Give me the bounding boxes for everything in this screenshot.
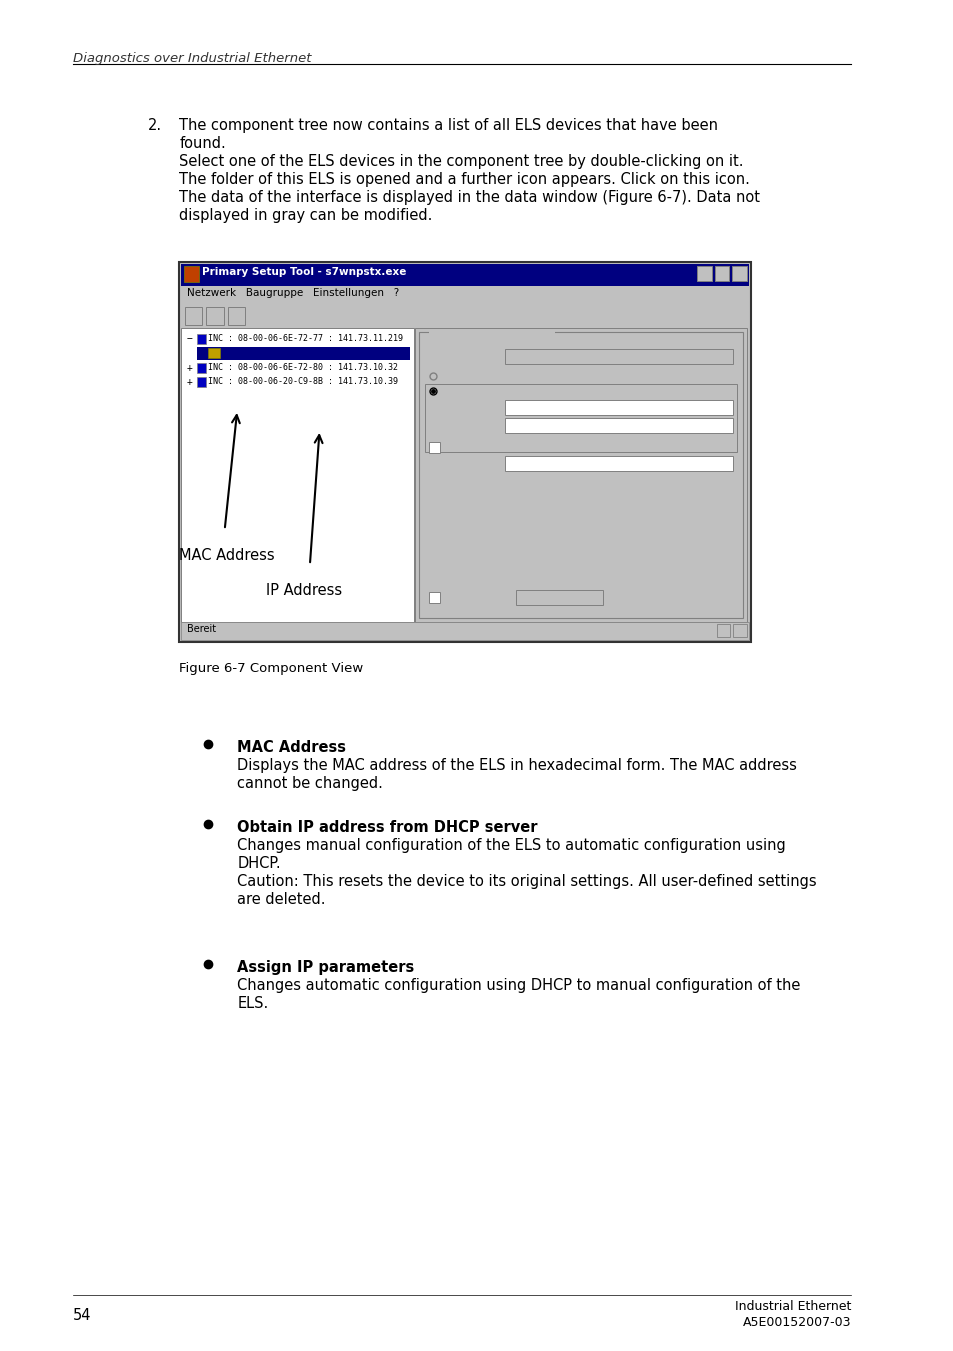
Text: Industrial Ethernet: Industrial Ethernet (734, 1300, 850, 1313)
Bar (504, 349, 732, 363)
Bar (196, 363, 206, 373)
Bar (181, 263, 748, 286)
Bar (516, 590, 602, 605)
Text: The data of the interface is displayed in the data window (Figure 6-7). Data not: The data of the interface is displayed i… (179, 190, 760, 205)
Text: IP Adresse: IP Adresse (429, 403, 482, 412)
Text: ELS.: ELS. (237, 996, 268, 1011)
Text: MAC Address: MAC Address (179, 549, 274, 563)
Text: 141 . 73 . 11 . 254: 141 . 73 . 11 . 254 (508, 458, 610, 467)
Text: 255 . 255 . 254 . 0: 255 . 255 . 254 . 0 (508, 420, 610, 430)
Text: Ethernet-Schnittstele: Ethernet-Schnittstele (433, 332, 537, 343)
Bar (179, 262, 750, 642)
Text: cannot be changed.: cannot be changed. (237, 775, 383, 790)
Text: IP-Parameter zuordnen: IP-Parameter zuordnen (440, 386, 543, 396)
Text: Caution: This resets the device to its original settings. All user-defined setti: Caution: This resets the device to its o… (237, 874, 816, 889)
Bar (185, 307, 202, 326)
Bar (184, 266, 199, 282)
Text: are deleted.: are deleted. (237, 892, 325, 907)
Text: displayed in gray can be modified.: displayed in gray can be modified. (179, 208, 432, 223)
Bar (419, 332, 742, 617)
Text: INC : 08-00-06-6E-72-77 : 141.73.11.219: INC : 08-00-06-6E-72-77 : 141.73.11.219 (208, 334, 403, 343)
Text: INC : 08-00-06-20-C9-8B : 141.73.10.39: INC : 08-00-06-20-C9-8B : 141.73.10.39 (208, 377, 397, 386)
Bar (228, 307, 245, 326)
Bar (181, 304, 748, 328)
Text: INC : 08-00-06-6E-72-80 : 141.73.10.32: INC : 08-00-06-6E-72-80 : 141.73.10.32 (208, 363, 397, 372)
Bar (196, 334, 206, 345)
Text: Changes automatic configuration using DHCP to manual configuration of the: Changes automatic configuration using DH… (237, 978, 800, 993)
Bar (206, 307, 223, 326)
Text: Displays the MAC address of the ELS in hexadecimal form. The MAC address: Displays the MAC address of the ELS in h… (237, 758, 797, 773)
Text: The folder of this ELS is opened and a further icon appears. Click on this icon.: The folder of this ELS is opened and a f… (179, 172, 749, 186)
Text: MAC-Adresse: MAC-Adresse (427, 350, 495, 359)
Text: Bereit: Bereit (187, 624, 215, 634)
Text: □: □ (718, 267, 723, 276)
Text: Ind. Ethernet:Schnittstelle: Ind. Ethernet:Schnittstelle (221, 349, 356, 357)
Bar (504, 457, 732, 471)
Bar (504, 400, 732, 415)
Bar (208, 349, 219, 358)
Text: found.: found. (179, 136, 226, 151)
Text: Assign IP parameters: Assign IP parameters (237, 961, 414, 975)
Bar (504, 417, 732, 434)
Bar (196, 347, 409, 359)
Bar (429, 331, 555, 343)
Text: X: X (735, 267, 740, 276)
Text: A5E00152007-03: A5E00152007-03 (742, 1316, 850, 1329)
Text: +: + (187, 363, 193, 373)
Bar (716, 624, 729, 638)
Text: 08 - 00 - 06 - 6E - 72 - 77: 08 - 00 - 06 - 6E - 72 - 77 (508, 351, 653, 359)
Text: Router: Router (429, 458, 463, 467)
Text: +: + (187, 377, 193, 386)
Text: The component tree now contains a list of all ELS devices that have been: The component tree now contains a list o… (179, 118, 718, 132)
Bar (697, 266, 711, 281)
Text: Subnetzmaske: Subnetzmaske (429, 420, 505, 430)
Text: −: − (187, 334, 193, 345)
Bar (732, 624, 746, 638)
Bar (425, 384, 736, 453)
Text: IP Address: IP Address (266, 584, 342, 598)
Text: MAC Address: MAC Address (237, 740, 346, 755)
Bar (731, 266, 746, 281)
Bar (181, 621, 748, 640)
Text: IP-Adresse vom DHCP-Server empfangen: IP-Adresse vom DHCP-Server empfangen (440, 372, 624, 381)
Text: 141 . 73 . 11 . 219: 141 . 73 . 11 . 219 (508, 403, 610, 411)
Text: Obtain IP address from DHCP server: Obtain IP address from DHCP server (237, 820, 537, 835)
Text: DHCP.: DHCP. (237, 857, 280, 871)
Bar (196, 377, 206, 386)
Text: Diagnostics over Industrial Ethernet: Diagnostics over Industrial Ethernet (72, 51, 311, 65)
Text: ✔: ✔ (430, 443, 437, 453)
Text: 2.: 2. (148, 118, 162, 132)
Text: Router verwenden: Router verwenden (442, 442, 537, 453)
Text: Figure 6-7 Component View: Figure 6-7 Component View (179, 662, 363, 676)
Bar (714, 266, 728, 281)
Bar (181, 328, 413, 621)
Bar (181, 286, 748, 304)
Text: Primary Setup Tool - s7wnpstx.exe: Primary Setup Tool - s7wnpstx.exe (202, 267, 406, 277)
Text: 54: 54 (72, 1308, 91, 1323)
Bar (415, 328, 746, 621)
Text: Netzwerk   Baugruppe   Einstellungen   ?: Netzwerk Baugruppe Einstellungen ? (187, 288, 398, 299)
Text: Changes manual configuration of the ELS to automatic configuration using: Changes manual configuration of the ELS … (237, 838, 785, 852)
Text: Select one of the ELS devices in the component tree by double-clicking on it.: Select one of the ELS devices in the com… (179, 154, 743, 169)
Bar (429, 592, 439, 603)
Text: _: _ (700, 267, 706, 276)
Text: DNS aktivieren: DNS aktivieren (442, 592, 515, 603)
Bar (429, 442, 439, 453)
Text: DNS konfigurieren: DNS konfigurieren (523, 592, 606, 601)
